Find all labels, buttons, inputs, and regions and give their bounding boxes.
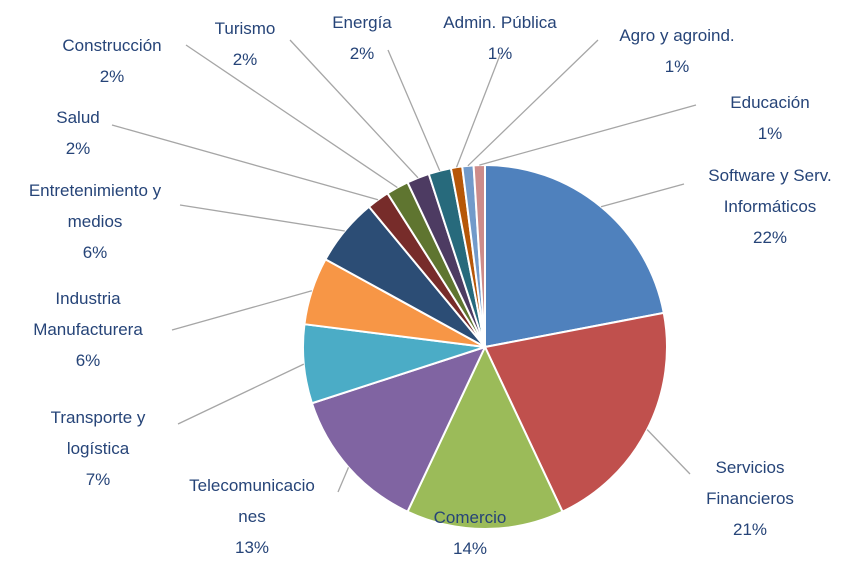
pie-slice [484, 163, 665, 349]
category-name: Telecomunicaciones [189, 476, 315, 526]
percent-label: 14% [452, 539, 488, 558]
category-name: Entretenimiento y medios [28, 181, 162, 231]
slice-label: Salud 2% [38, 102, 118, 164]
slice-label: Comercio 14% [410, 502, 530, 564]
percent-label: 1% [487, 44, 513, 63]
slice-label: Entretenimiento y medios 6% [25, 175, 165, 268]
leader-line [111, 124, 379, 201]
slice-label: Servicios Financieros 21% [695, 452, 805, 545]
pie-slice [406, 344, 564, 530]
slice-label: Telecomunicaciones 13% [185, 470, 320, 563]
category-name: Industria Manufacturera [33, 289, 143, 339]
leader-line [177, 363, 305, 425]
percent-label: 6% [82, 243, 108, 262]
category-name: Agro y agroind. [619, 26, 735, 45]
percent-label: 1% [664, 57, 690, 76]
category-name: Transporte y logística [50, 408, 146, 458]
category-name: Construcción [62, 36, 162, 55]
leader-line [387, 49, 441, 171]
slice-label: Turismo 2% [195, 13, 295, 75]
slice-label: Admin. Pública 1% [400, 7, 600, 69]
percent-label: 21% [732, 520, 768, 539]
leader-line [179, 204, 345, 232]
category-name: Salud [56, 108, 100, 127]
percent-label: 1% [757, 124, 783, 143]
leader-line [455, 54, 501, 168]
category-name: Software y Serv. Informáticos [708, 166, 832, 216]
category-name: Comercio [433, 508, 507, 527]
leader-line [600, 183, 685, 208]
slice-label: Transporte y logística 7% [41, 402, 156, 495]
percent-label: 7% [85, 470, 111, 489]
percent-label: 6% [75, 351, 101, 370]
category-name: Servicios Financieros [706, 458, 794, 508]
leader-line [467, 39, 599, 167]
leader-line [289, 39, 419, 179]
slice-label: Industria Manufacturera 6% [23, 283, 153, 376]
slice-label: Energía 2% [312, 7, 412, 69]
percent-label: 2% [232, 50, 258, 69]
leader-line [185, 44, 398, 189]
category-name: Admin. Pública [443, 13, 557, 32]
category-name: Turismo [214, 19, 276, 38]
category-name: Energía [332, 13, 392, 32]
leader-line [337, 467, 350, 493]
slice-label: Software y Serv. Informáticos 22% [695, 160, 845, 253]
slice-label: Construcción 2% [32, 30, 192, 92]
percent-label: 22% [752, 228, 788, 247]
slice-label: Educación 1% [670, 87, 856, 149]
pie-slice [472, 163, 486, 348]
percent-label: 2% [99, 67, 125, 86]
leader-line [646, 429, 691, 475]
leader-line [479, 104, 697, 166]
percent-label: 2% [349, 44, 375, 63]
percent-label: 13% [234, 538, 270, 557]
leader-line [171, 290, 313, 331]
percent-label: 2% [65, 139, 91, 158]
slice-label: Agro y agroind. 1% [577, 20, 777, 82]
category-name: Educación [730, 93, 810, 112]
